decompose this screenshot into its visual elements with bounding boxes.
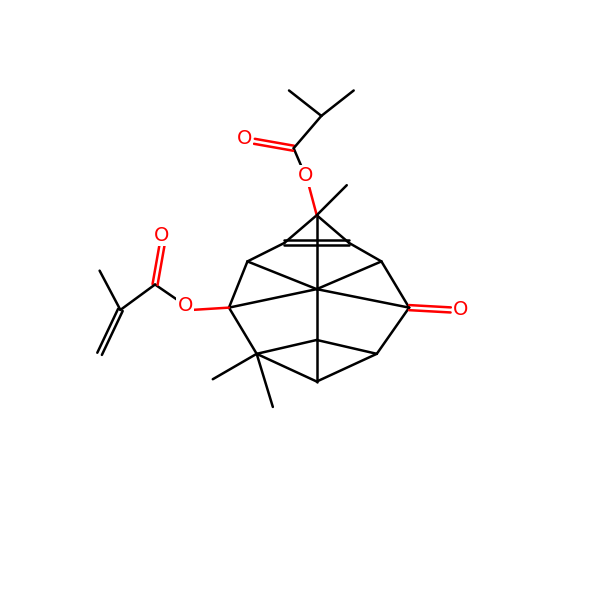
Text: O: O [154,226,170,245]
Text: O: O [236,130,252,148]
Text: O: O [298,166,313,185]
Text: O: O [453,301,469,319]
Text: O: O [178,296,193,315]
